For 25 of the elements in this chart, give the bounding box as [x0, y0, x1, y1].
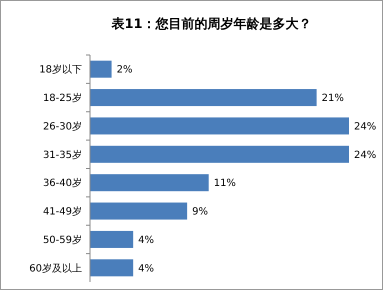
data-label: 9%	[192, 206, 208, 218]
bar	[90, 146, 349, 163]
bar	[90, 202, 188, 220]
bar	[90, 259, 134, 276]
y-tick-label: 50-59岁	[42, 234, 82, 246]
data-label: 21%	[322, 93, 344, 104]
data-label: 24%	[354, 121, 376, 132]
y-tick-label: 26-30岁	[42, 120, 82, 132]
bar	[90, 60, 112, 78]
y-tick-label: 31-35岁	[42, 148, 82, 161]
y-tick-label: 18岁以下	[39, 64, 82, 76]
chart-title: 表11：您目前的周岁年龄是多大？	[110, 17, 312, 32]
bar	[90, 230, 134, 248]
bar	[90, 117, 349, 134]
bar	[90, 89, 317, 106]
bar	[90, 174, 209, 192]
data-label: 24%	[354, 150, 376, 161]
data-label: 4%	[138, 234, 154, 246]
y-tick-label: 60岁及以上	[29, 262, 82, 274]
y-tick-label: 41-49岁	[42, 206, 82, 218]
data-label: 11%	[214, 178, 236, 190]
data-label: 2%	[116, 64, 132, 76]
data-label: 4%	[138, 263, 154, 274]
y-tick-label: 18-25岁	[42, 92, 82, 104]
y-tick-label: 36-40岁	[42, 177, 82, 190]
